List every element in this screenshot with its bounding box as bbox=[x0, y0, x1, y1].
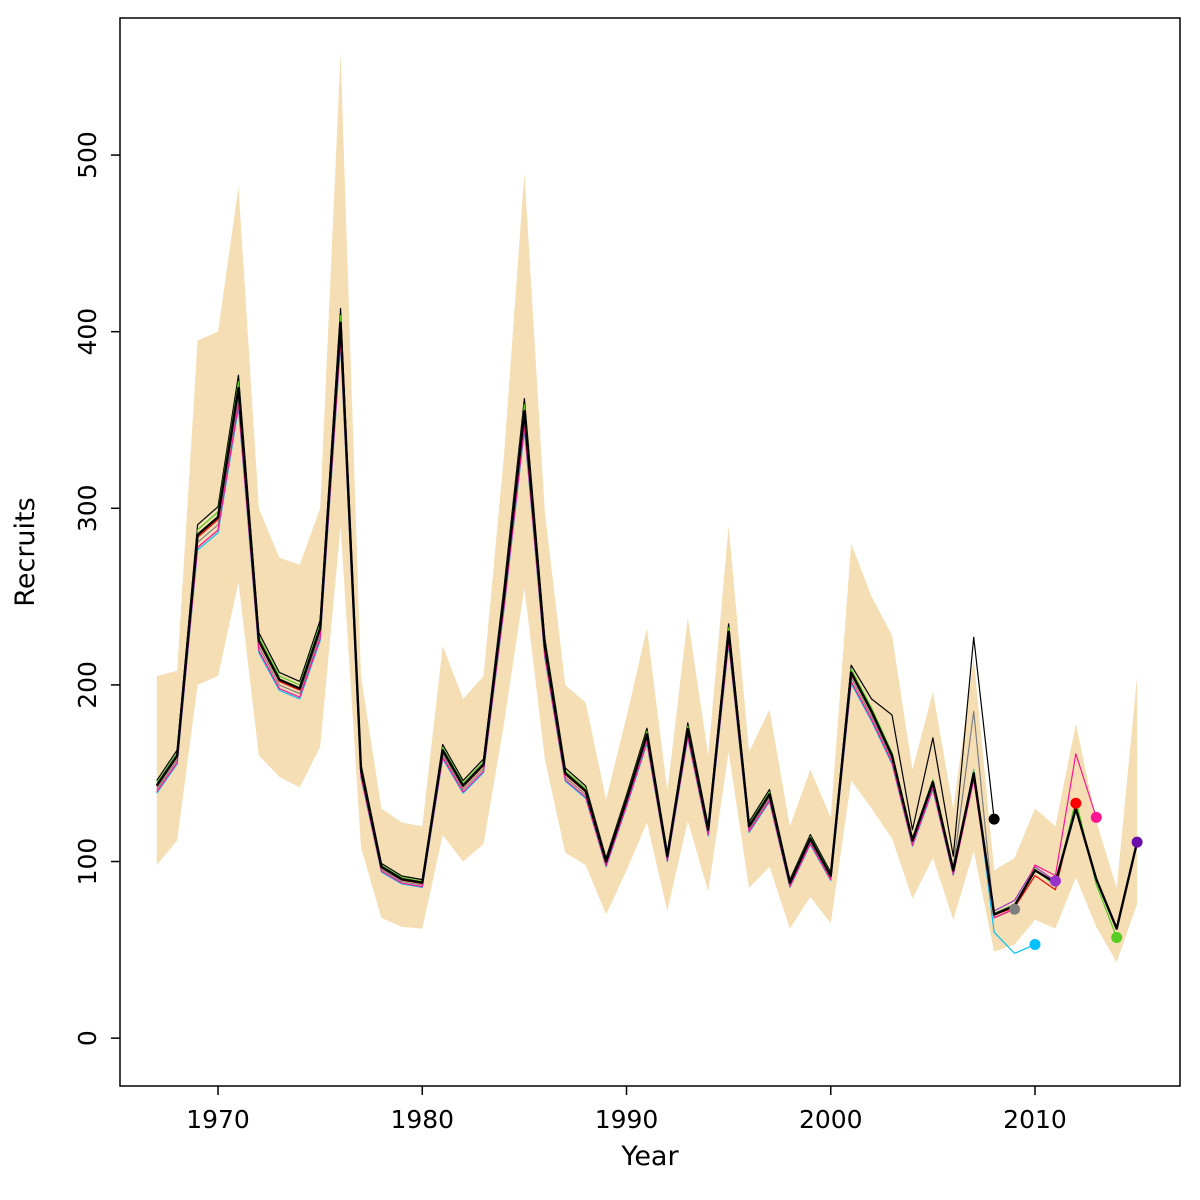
peel-2008-terminal-dot bbox=[988, 813, 1000, 825]
plot-border bbox=[119, 17, 1181, 1087]
peel-2012-terminal-dot bbox=[1070, 797, 1082, 809]
y-tick-label: 400 bbox=[73, 308, 102, 356]
series-line-layer bbox=[155, 307, 1139, 954]
y-axis-title: Recruits bbox=[10, 497, 41, 606]
peel-2014-terminal-dot bbox=[1111, 931, 1123, 943]
confidence-band bbox=[156, 52, 1138, 963]
axis-layer: 1970 1980 1990 2000 2010 0 100 200 300 400 500 bbox=[73, 17, 1181, 1134]
x-tick-label: 2000 bbox=[799, 1105, 863, 1134]
peel-2013-terminal-dot bbox=[1090, 811, 1102, 823]
peel-2011-terminal-dot bbox=[1049, 875, 1061, 887]
base-run-line bbox=[155, 321, 1139, 930]
peel-2013-line bbox=[156, 340, 1097, 919]
y-tick-label: 100 bbox=[73, 838, 102, 886]
x-tick-label: 2010 bbox=[1003, 1105, 1067, 1134]
peel-2009-terminal-dot bbox=[1009, 903, 1021, 915]
x-tick-label: 1980 bbox=[390, 1105, 454, 1134]
x-axis-title: Year bbox=[620, 1141, 679, 1172]
terminal-dot-layer bbox=[988, 797, 1143, 951]
y-tick-label: 500 bbox=[73, 131, 102, 179]
peel-2008-line bbox=[156, 307, 995, 881]
y-tick-label: 200 bbox=[73, 661, 102, 709]
peel-2010-terminal-dot bbox=[1029, 939, 1041, 951]
base-run-terminal-dot bbox=[1131, 836, 1143, 848]
x-tick-label: 1970 bbox=[186, 1105, 250, 1134]
confidence-band-layer bbox=[156, 52, 1138, 963]
x-tick-label: 1990 bbox=[595, 1105, 659, 1134]
y-tick-label: 300 bbox=[73, 484, 102, 532]
y-tick-label: 0 bbox=[73, 1030, 102, 1046]
